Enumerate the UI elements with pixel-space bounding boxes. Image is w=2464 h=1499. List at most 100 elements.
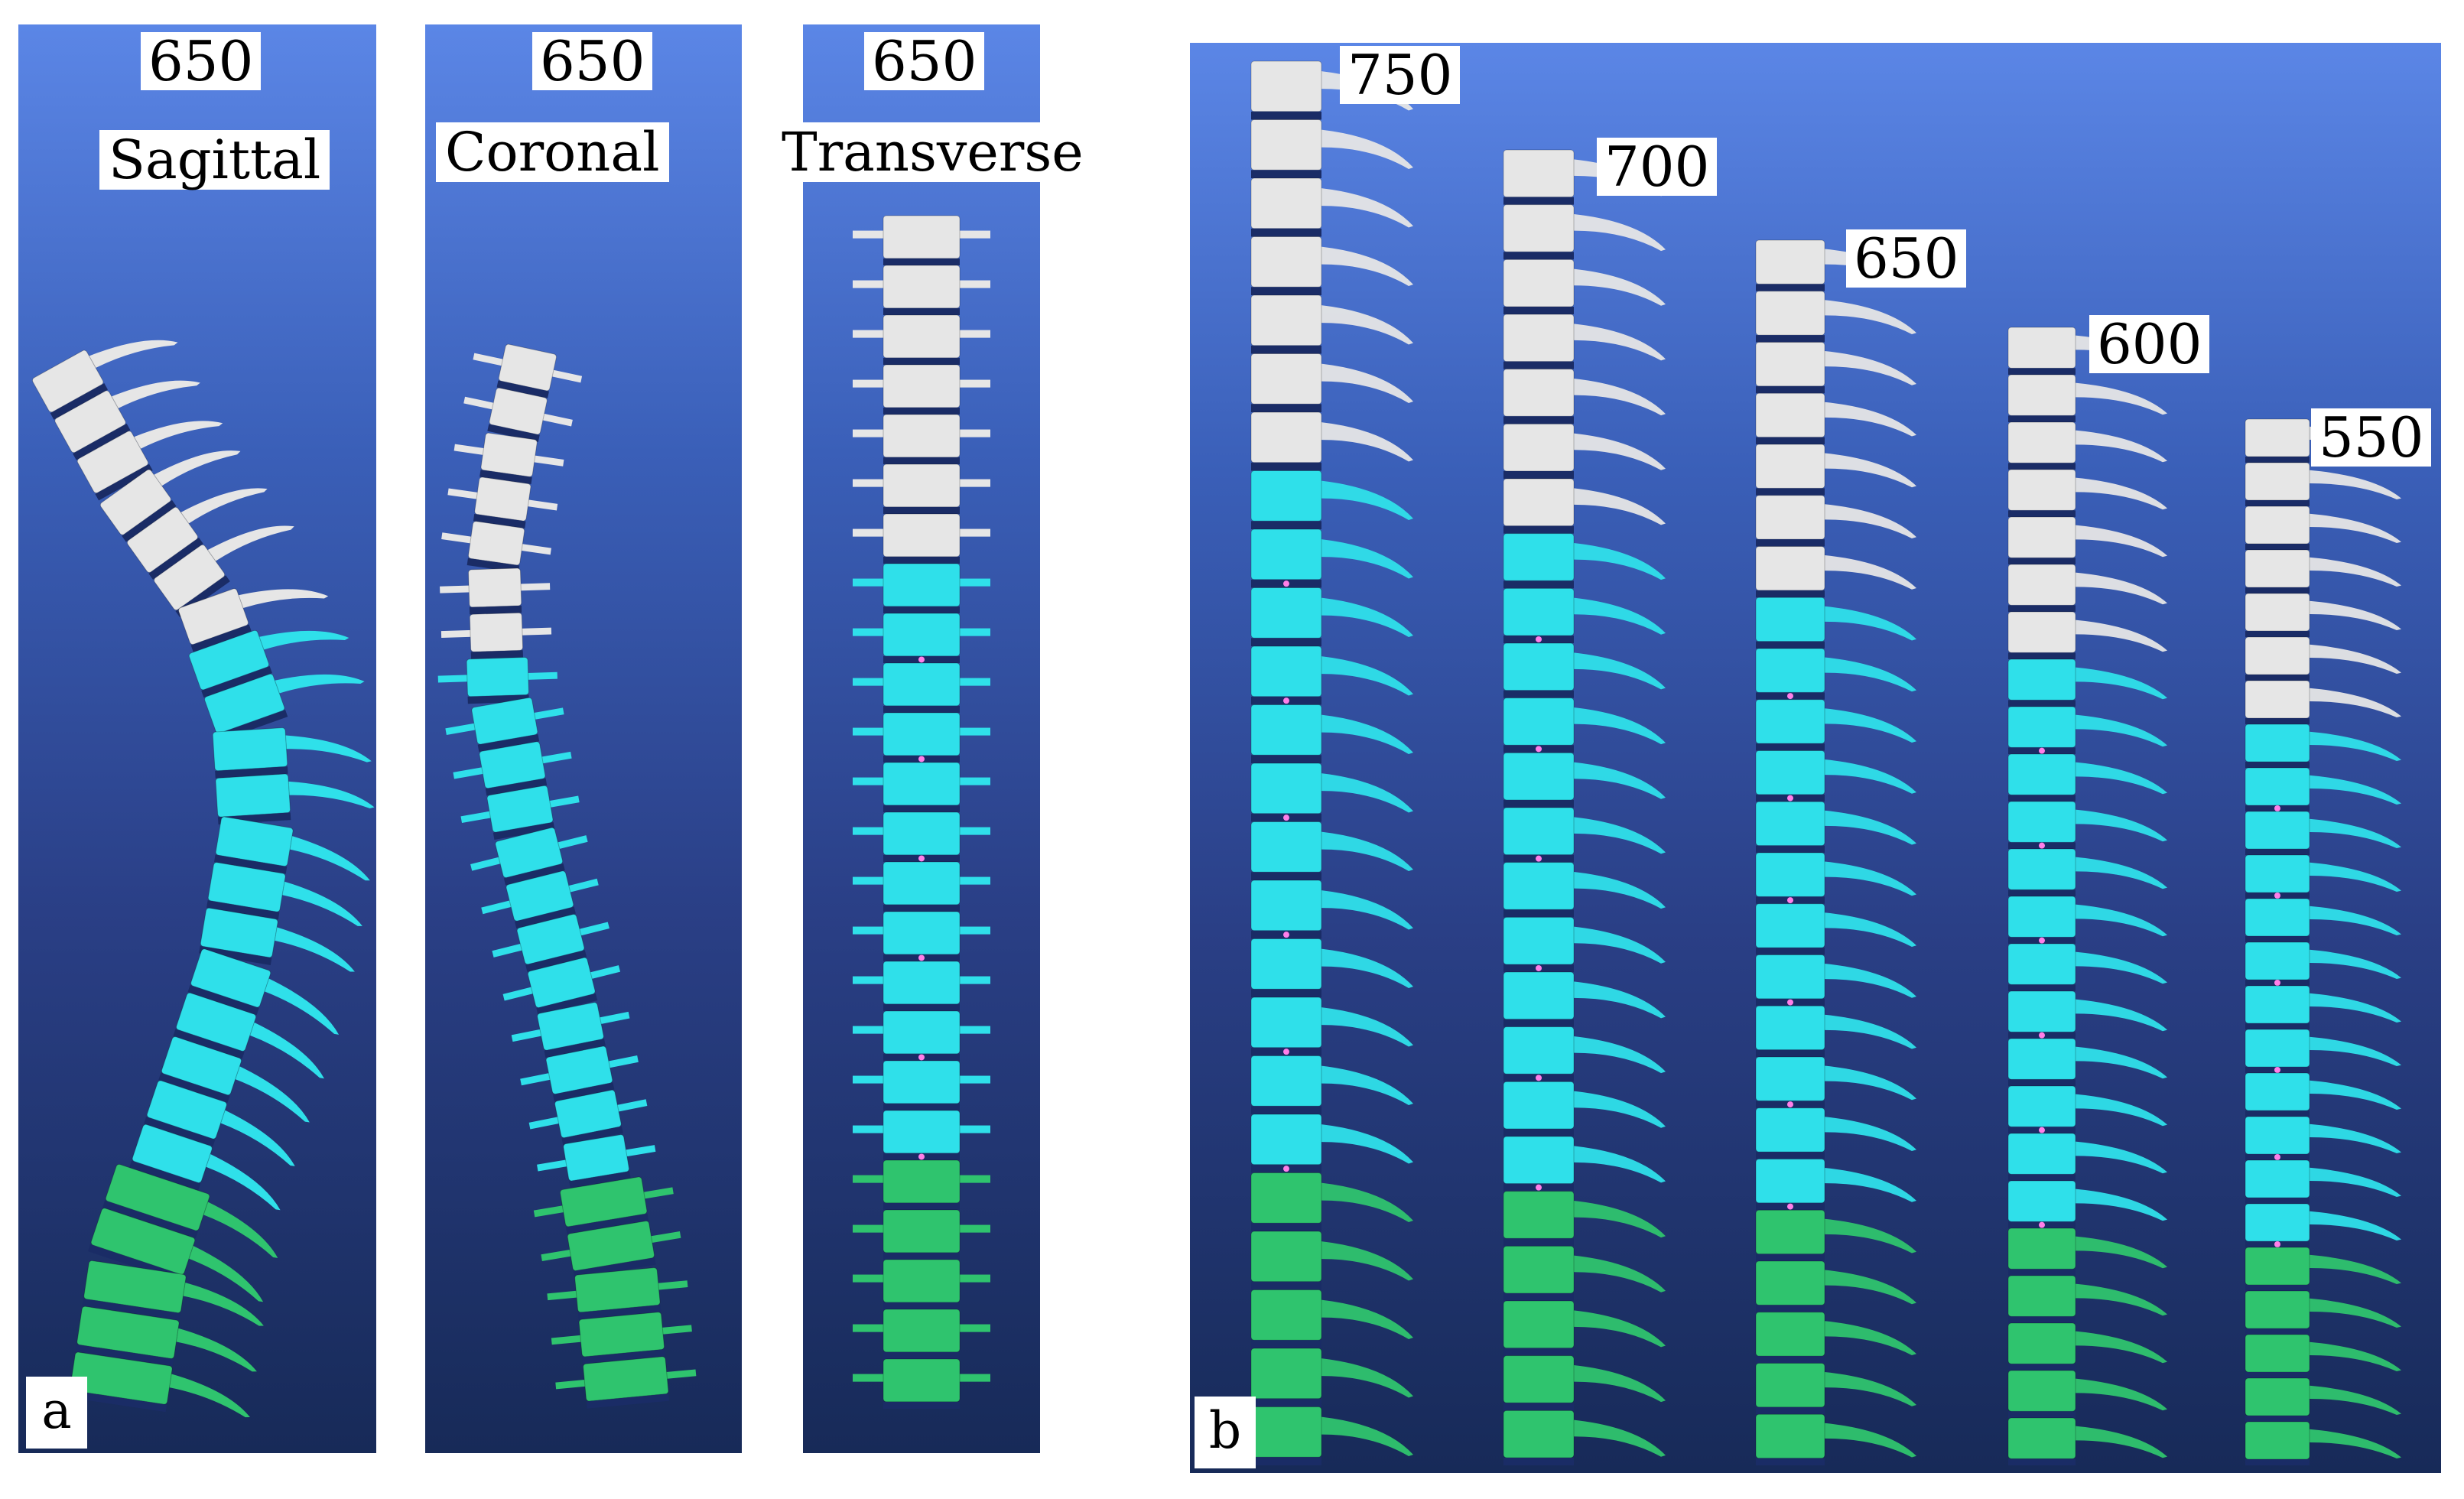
cervical-vertebra: [1503, 204, 1575, 252]
thoracic-vertebra-group: [215, 773, 375, 825]
lumbar-spinous-process: [2310, 1429, 2401, 1459]
cervical-spinous-process: [1825, 453, 1916, 488]
thoracic-spinous-process: [1825, 657, 1916, 692]
plane-label-coronal: Coronal: [436, 122, 669, 182]
lumbar-spinous-process: [1321, 1416, 1413, 1456]
thoracic-vertebra: [883, 762, 961, 806]
intervertebral-disc: [1503, 361, 1574, 369]
thoracic-vertebra: [2007, 1133, 2076, 1175]
thoracic-spinous-process: [2076, 999, 2167, 1032]
intervertebral-disc: [883, 506, 960, 514]
thoracic-vertebra-group: [437, 657, 557, 704]
thoracic-spinous-process: [2310, 1167, 2401, 1198]
intervertebral-disc: [1503, 197, 1574, 205]
lumbar-vertebra: [2007, 1322, 2076, 1364]
thoracic-spinous-process: [1574, 1036, 1666, 1074]
thoracic-vertebra: [1503, 1026, 1575, 1075]
lumbar-spinous-process: [1574, 1200, 1666, 1238]
intervertebral-disc: [1756, 641, 1825, 649]
thoracic-vertebra: [1250, 1114, 1322, 1166]
intervertebral-disc: [1756, 1356, 1825, 1364]
disc-marker: [2039, 1032, 2045, 1039]
cervical-process: [154, 450, 241, 486]
thoracic-vertebra: [883, 811, 961, 856]
thoracic-spinous-process: [1321, 890, 1413, 930]
lumbar-vertebra: [2007, 1275, 2076, 1317]
thoracic-spinous-process: [1321, 831, 1413, 871]
intervertebral-disc: [129, 1160, 201, 1191]
intervertebral-disc: [1756, 1458, 1825, 1465]
cervical-spinous-process: [1321, 188, 1413, 228]
thoracic-vertebra: [883, 563, 961, 607]
lumbar-spinous-process: [2310, 1341, 2401, 1372]
thoracic-vertebra-group: [129, 1123, 281, 1211]
thoracic-spinous-process: [2076, 1141, 2167, 1174]
intervertebral-disc: [206, 900, 280, 920]
cervical-vertebral-body: [126, 506, 198, 573]
intervertebral-disc: [50, 383, 109, 420]
thoracic-spinous-process: [1321, 1065, 1413, 1105]
disc-marker: [1787, 897, 1793, 904]
disc-marker: [918, 756, 925, 763]
intervertebral-disc: [1251, 345, 1321, 354]
lumbar-vertebra: [2007, 1370, 2076, 1412]
disc-marker: [1536, 964, 1542, 971]
cervical-vertebra-group: [440, 612, 552, 659]
lumbar-vertebra: [1503, 1300, 1575, 1349]
disc-marker: [1787, 1203, 1793, 1210]
intervertebral-disc: [2008, 415, 2076, 422]
lumbar-vertebra: [2007, 1227, 2076, 1270]
thoracic-process: [285, 735, 372, 763]
intervertebral-disc: [1251, 228, 1321, 237]
thoracic-spinous-process: [1825, 912, 1916, 948]
cervical-vertebral-body: [99, 469, 171, 535]
intervertebral-disc: [1756, 284, 1825, 291]
view-value-label: 650: [532, 32, 653, 90]
thoracic-vertebral-body: [486, 785, 554, 833]
intervertebral-disc: [487, 424, 540, 442]
thoracic-vertebra-group: [537, 1134, 656, 1188]
lumbar-spinous-process: [1825, 1218, 1916, 1254]
lumbar-vertebra: [883, 1358, 961, 1403]
thoracic-spinous-process: [1574, 981, 1666, 1019]
spine-transverse-view: [853, 215, 990, 1409]
cervical-vertebral-body: [474, 476, 531, 522]
thoracic-vertebra: [2007, 896, 2076, 938]
thoracic-vertebra: [883, 1010, 961, 1055]
thoracic-spinous-process: [2310, 993, 2401, 1023]
intervertebral-disc: [883, 606, 960, 613]
cervical-spinous-process: [1321, 422, 1413, 462]
thoracic-vertebra-group: [445, 697, 564, 752]
cervical-vertebra-group: [31, 340, 178, 420]
cervical-process: [89, 340, 178, 369]
lumbar-spinous-process: [2310, 1254, 2401, 1285]
cervical-vertebra-group: [54, 380, 200, 460]
intervertebral-disc: [2245, 1416, 2310, 1422]
disc-marker: [2039, 747, 2045, 754]
thoracic-spinous-process: [2076, 951, 2167, 984]
intervertebral-disc: [536, 993, 598, 1016]
thoracic-vertebra-group: [199, 907, 355, 972]
cervical-vertebra-group: [440, 567, 551, 615]
intervertebral-disc: [1251, 755, 1321, 763]
thoracic-vertebra: [2245, 898, 2310, 937]
lumbar-vertebra: [1755, 1413, 1825, 1459]
intervertebral-disc: [485, 778, 548, 796]
intervertebral-disc: [883, 1302, 960, 1309]
thoracic-spinous-process: [2076, 1188, 2167, 1221]
lumbar-vertebra: [1755, 1363, 1825, 1408]
cervical-vertebra: [2007, 374, 2076, 416]
cervical-spinous-process: [1574, 213, 1666, 252]
intervertebral-disc: [2245, 500, 2310, 506]
disc-marker: [1536, 1075, 1542, 1081]
thoracic-vertebral-body: [215, 773, 291, 818]
intervertebral-disc: [2008, 1411, 2076, 1418]
intervertebral-disc: [883, 1351, 960, 1359]
intervertebral-disc: [1251, 462, 1321, 471]
cervical-spinous-process: [1574, 324, 1666, 361]
thoracic-vertebral-body: [563, 1134, 630, 1182]
thoracic-spinous-process: [2076, 762, 2167, 795]
intervertebral-disc: [75, 1344, 174, 1367]
thoracic-vertebra: [2245, 1029, 2310, 1068]
intervertebral-disc: [1503, 1457, 1574, 1465]
